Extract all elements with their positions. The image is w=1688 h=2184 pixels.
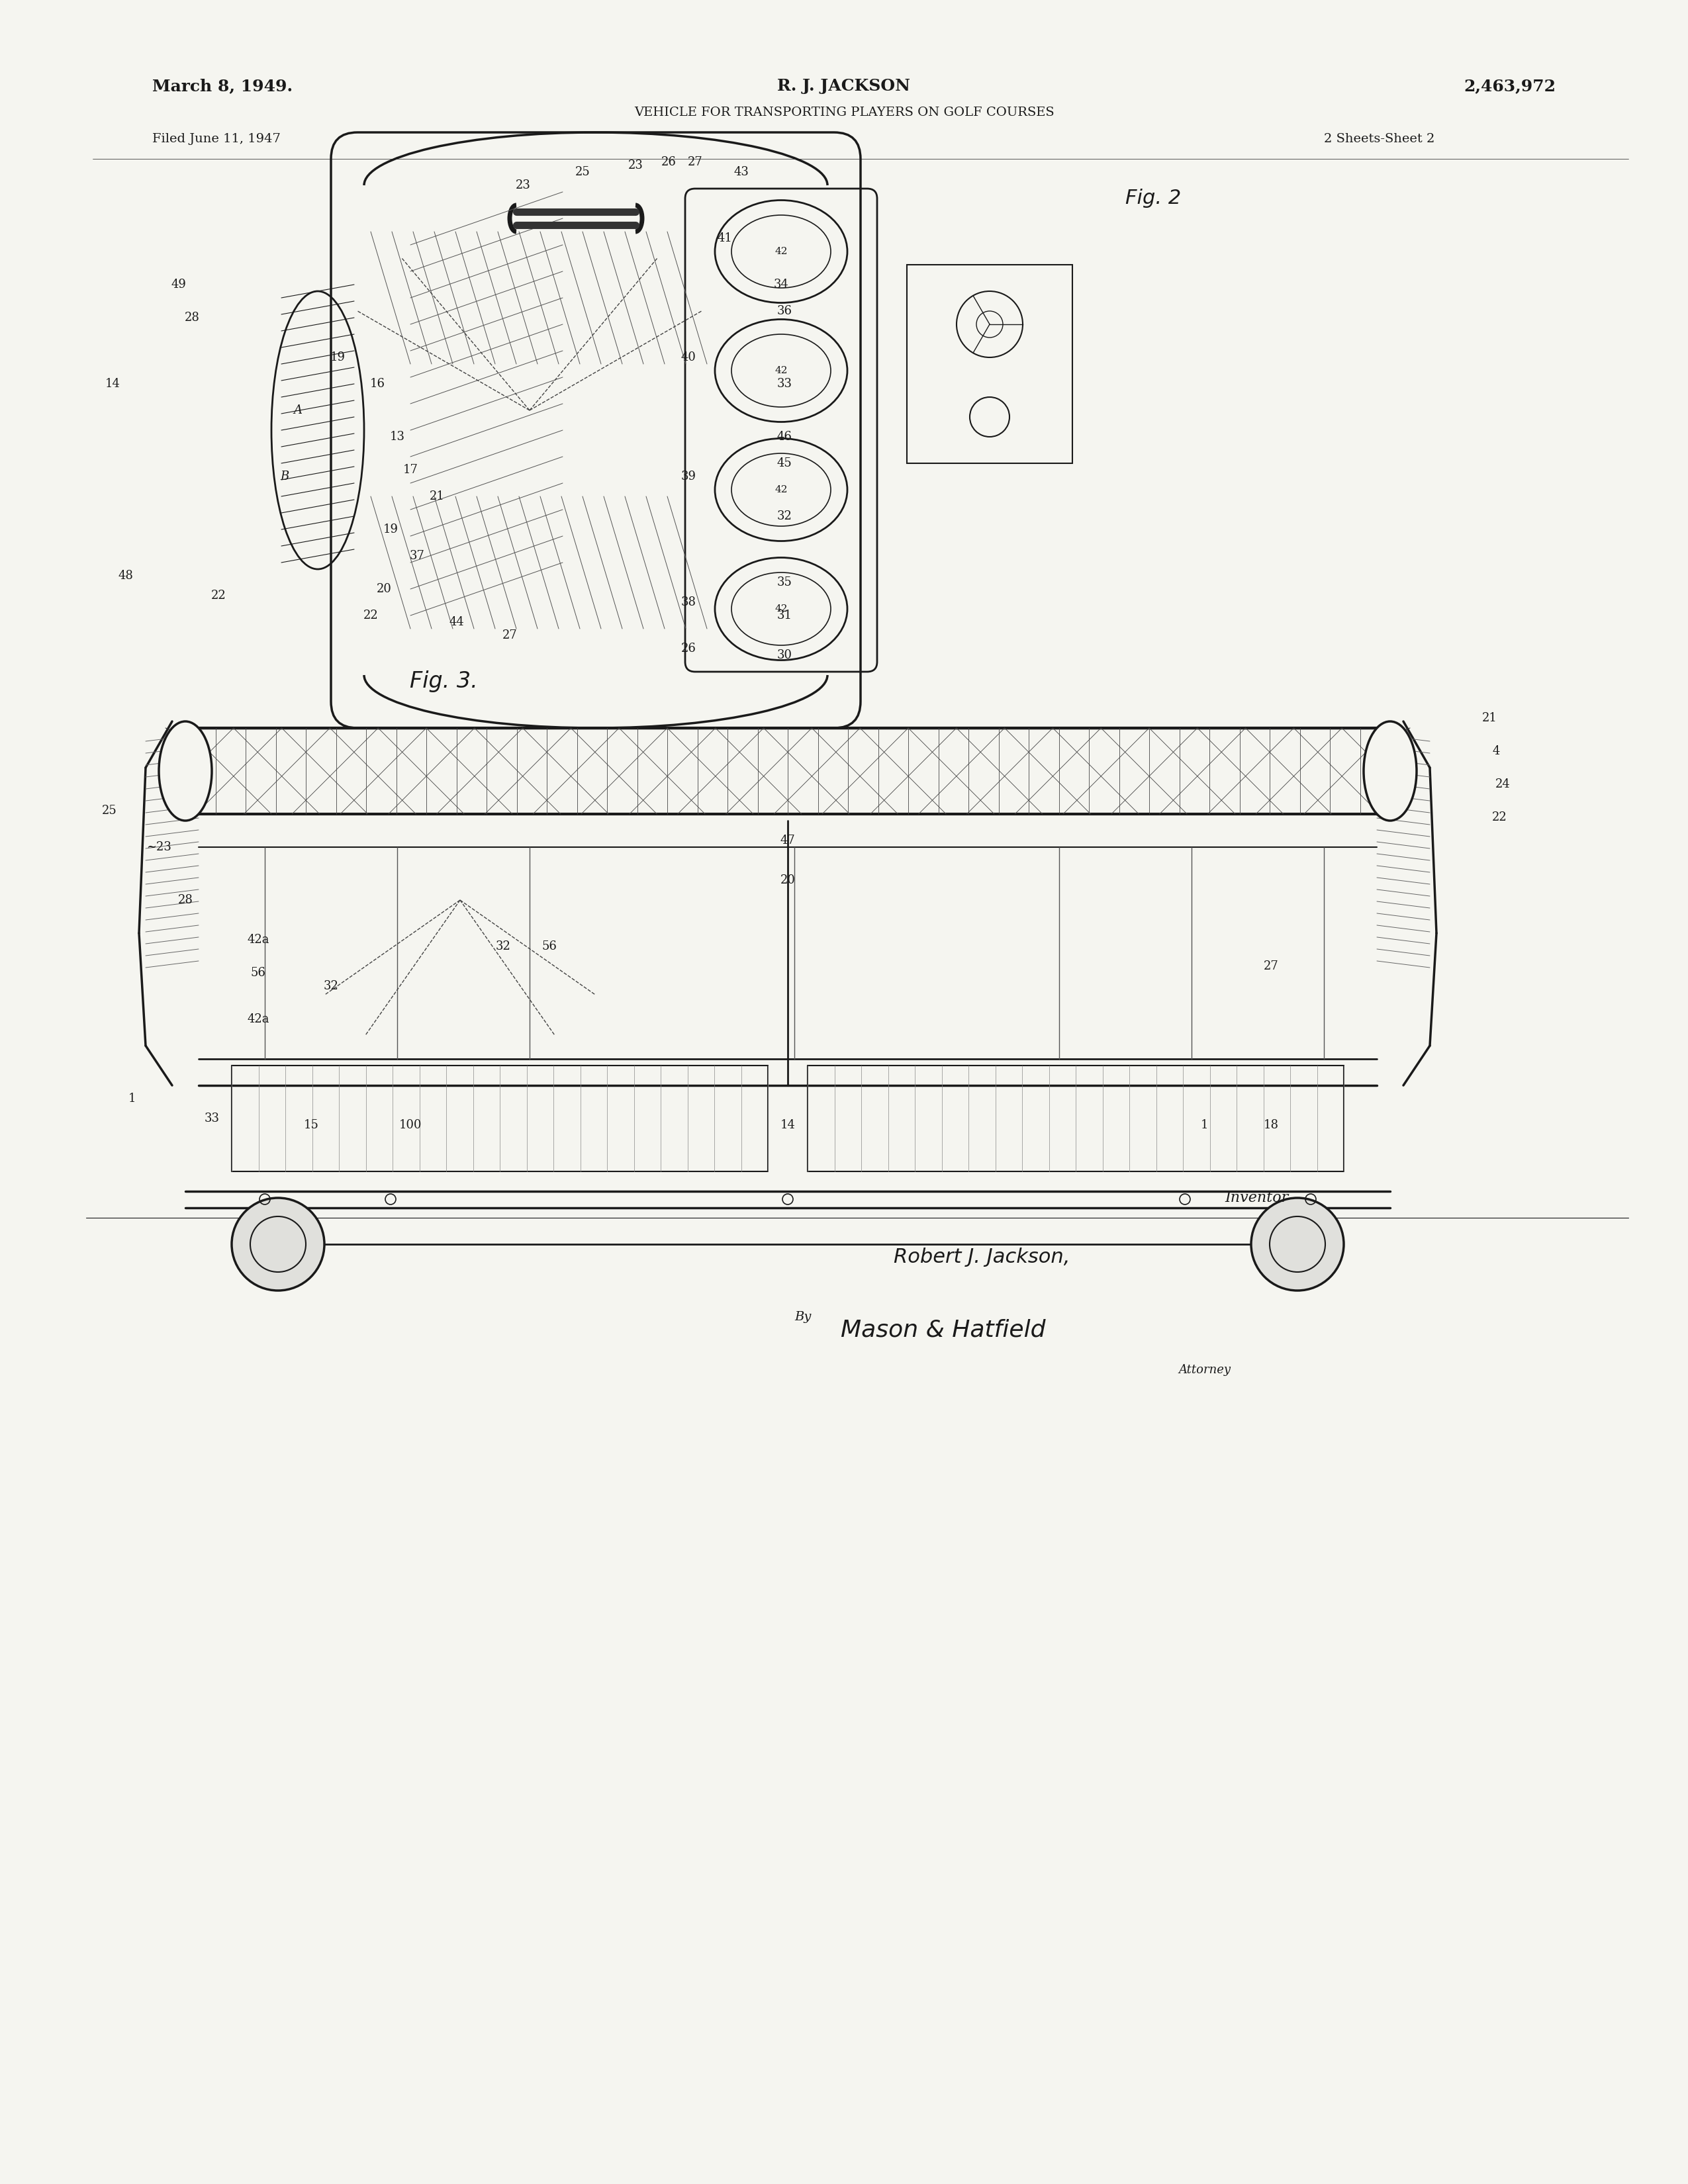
Text: 4: 4 — [1492, 745, 1501, 758]
Text: 42: 42 — [775, 367, 788, 376]
Text: 15: 15 — [304, 1118, 319, 1131]
Text: 20: 20 — [780, 874, 795, 887]
Text: 32: 32 — [496, 941, 511, 952]
Ellipse shape — [159, 721, 211, 821]
Text: 42: 42 — [775, 605, 788, 614]
Text: 16: 16 — [370, 378, 385, 389]
Text: 39: 39 — [680, 470, 695, 483]
Text: 17: 17 — [403, 463, 419, 476]
Ellipse shape — [1364, 721, 1416, 821]
Text: 27: 27 — [503, 629, 517, 642]
Text: 14: 14 — [105, 378, 120, 389]
Text: 25: 25 — [101, 804, 116, 817]
Text: 42a: 42a — [246, 1013, 270, 1024]
Text: 22: 22 — [363, 609, 378, 622]
Text: 32: 32 — [776, 511, 792, 522]
Circle shape — [1251, 1197, 1344, 1291]
Text: 56: 56 — [542, 941, 557, 952]
Text: 23: 23 — [515, 179, 530, 192]
Text: 19: 19 — [329, 352, 346, 363]
Text: ~23: ~23 — [147, 841, 172, 854]
Text: 21: 21 — [1482, 712, 1497, 725]
Text: 30: 30 — [776, 649, 792, 662]
Text: 26: 26 — [680, 642, 695, 655]
Text: 28: 28 — [177, 893, 192, 906]
Text: Mason & Hatfield: Mason & Hatfield — [841, 1319, 1045, 1341]
Text: 27: 27 — [687, 157, 702, 168]
Text: 19: 19 — [383, 524, 398, 535]
Text: 28: 28 — [184, 312, 199, 323]
Text: 35: 35 — [776, 577, 792, 587]
Text: 32: 32 — [324, 981, 339, 992]
Text: 36: 36 — [776, 306, 792, 317]
Text: 18: 18 — [1263, 1118, 1278, 1131]
Text: 24: 24 — [1496, 778, 1511, 791]
Text: 56: 56 — [250, 968, 265, 978]
Text: 33: 33 — [204, 1112, 219, 1125]
Text: 33: 33 — [776, 378, 792, 389]
Text: Fig. 3.: Fig. 3. — [410, 670, 478, 692]
Text: 41: 41 — [717, 232, 733, 245]
Text: Attorney: Attorney — [1178, 1365, 1231, 1376]
Text: 25: 25 — [576, 166, 591, 179]
Text: 2 Sheets-Sheet 2: 2 Sheets-Sheet 2 — [1323, 133, 1435, 144]
Text: 26: 26 — [662, 157, 677, 168]
Text: 22: 22 — [211, 590, 226, 601]
Text: Robert J. Jackson,: Robert J. Jackson, — [893, 1247, 1070, 1267]
Text: R. J. JACKSON: R. J. JACKSON — [778, 79, 910, 94]
Text: Inventor: Inventor — [1224, 1190, 1288, 1206]
Text: 1: 1 — [128, 1092, 137, 1105]
Circle shape — [231, 1197, 324, 1291]
Text: 46: 46 — [776, 430, 792, 443]
Text: Fig. 2: Fig. 2 — [1126, 190, 1182, 207]
Text: 14: 14 — [780, 1118, 795, 1131]
Text: 100: 100 — [398, 1118, 422, 1131]
Text: Filed June 11, 1947: Filed June 11, 1947 — [152, 133, 280, 144]
Text: 21: 21 — [429, 491, 444, 502]
Text: 45: 45 — [776, 456, 792, 470]
Text: 2,463,972: 2,463,972 — [1463, 79, 1556, 94]
Text: 27: 27 — [1263, 961, 1278, 972]
Text: 47: 47 — [780, 834, 795, 847]
Text: March 8, 1949.: March 8, 1949. — [152, 79, 292, 94]
Text: 44: 44 — [449, 616, 464, 629]
Text: 1: 1 — [1200, 1118, 1209, 1131]
Text: 20: 20 — [376, 583, 392, 594]
Text: 42: 42 — [775, 247, 788, 256]
Text: 48: 48 — [118, 570, 133, 581]
Text: A: A — [294, 404, 302, 417]
Text: 31: 31 — [776, 609, 792, 622]
Text: VEHICLE FOR TRANSPORTING PLAYERS ON GOLF COURSES: VEHICLE FOR TRANSPORTING PLAYERS ON GOLF… — [635, 107, 1053, 118]
Bar — [906, 264, 1072, 463]
Text: 13: 13 — [390, 430, 405, 443]
Text: 40: 40 — [680, 352, 695, 363]
Text: 23: 23 — [628, 159, 643, 170]
Text: 42a: 42a — [246, 935, 270, 946]
Text: 43: 43 — [734, 166, 749, 179]
Text: 49: 49 — [170, 280, 186, 290]
Text: 38: 38 — [680, 596, 695, 607]
Text: 34: 34 — [773, 280, 788, 290]
Text: By: By — [795, 1310, 812, 1324]
Text: 22: 22 — [1492, 812, 1507, 823]
Text: 42: 42 — [775, 485, 788, 494]
Text: B: B — [280, 470, 289, 483]
Text: 37: 37 — [410, 550, 425, 561]
